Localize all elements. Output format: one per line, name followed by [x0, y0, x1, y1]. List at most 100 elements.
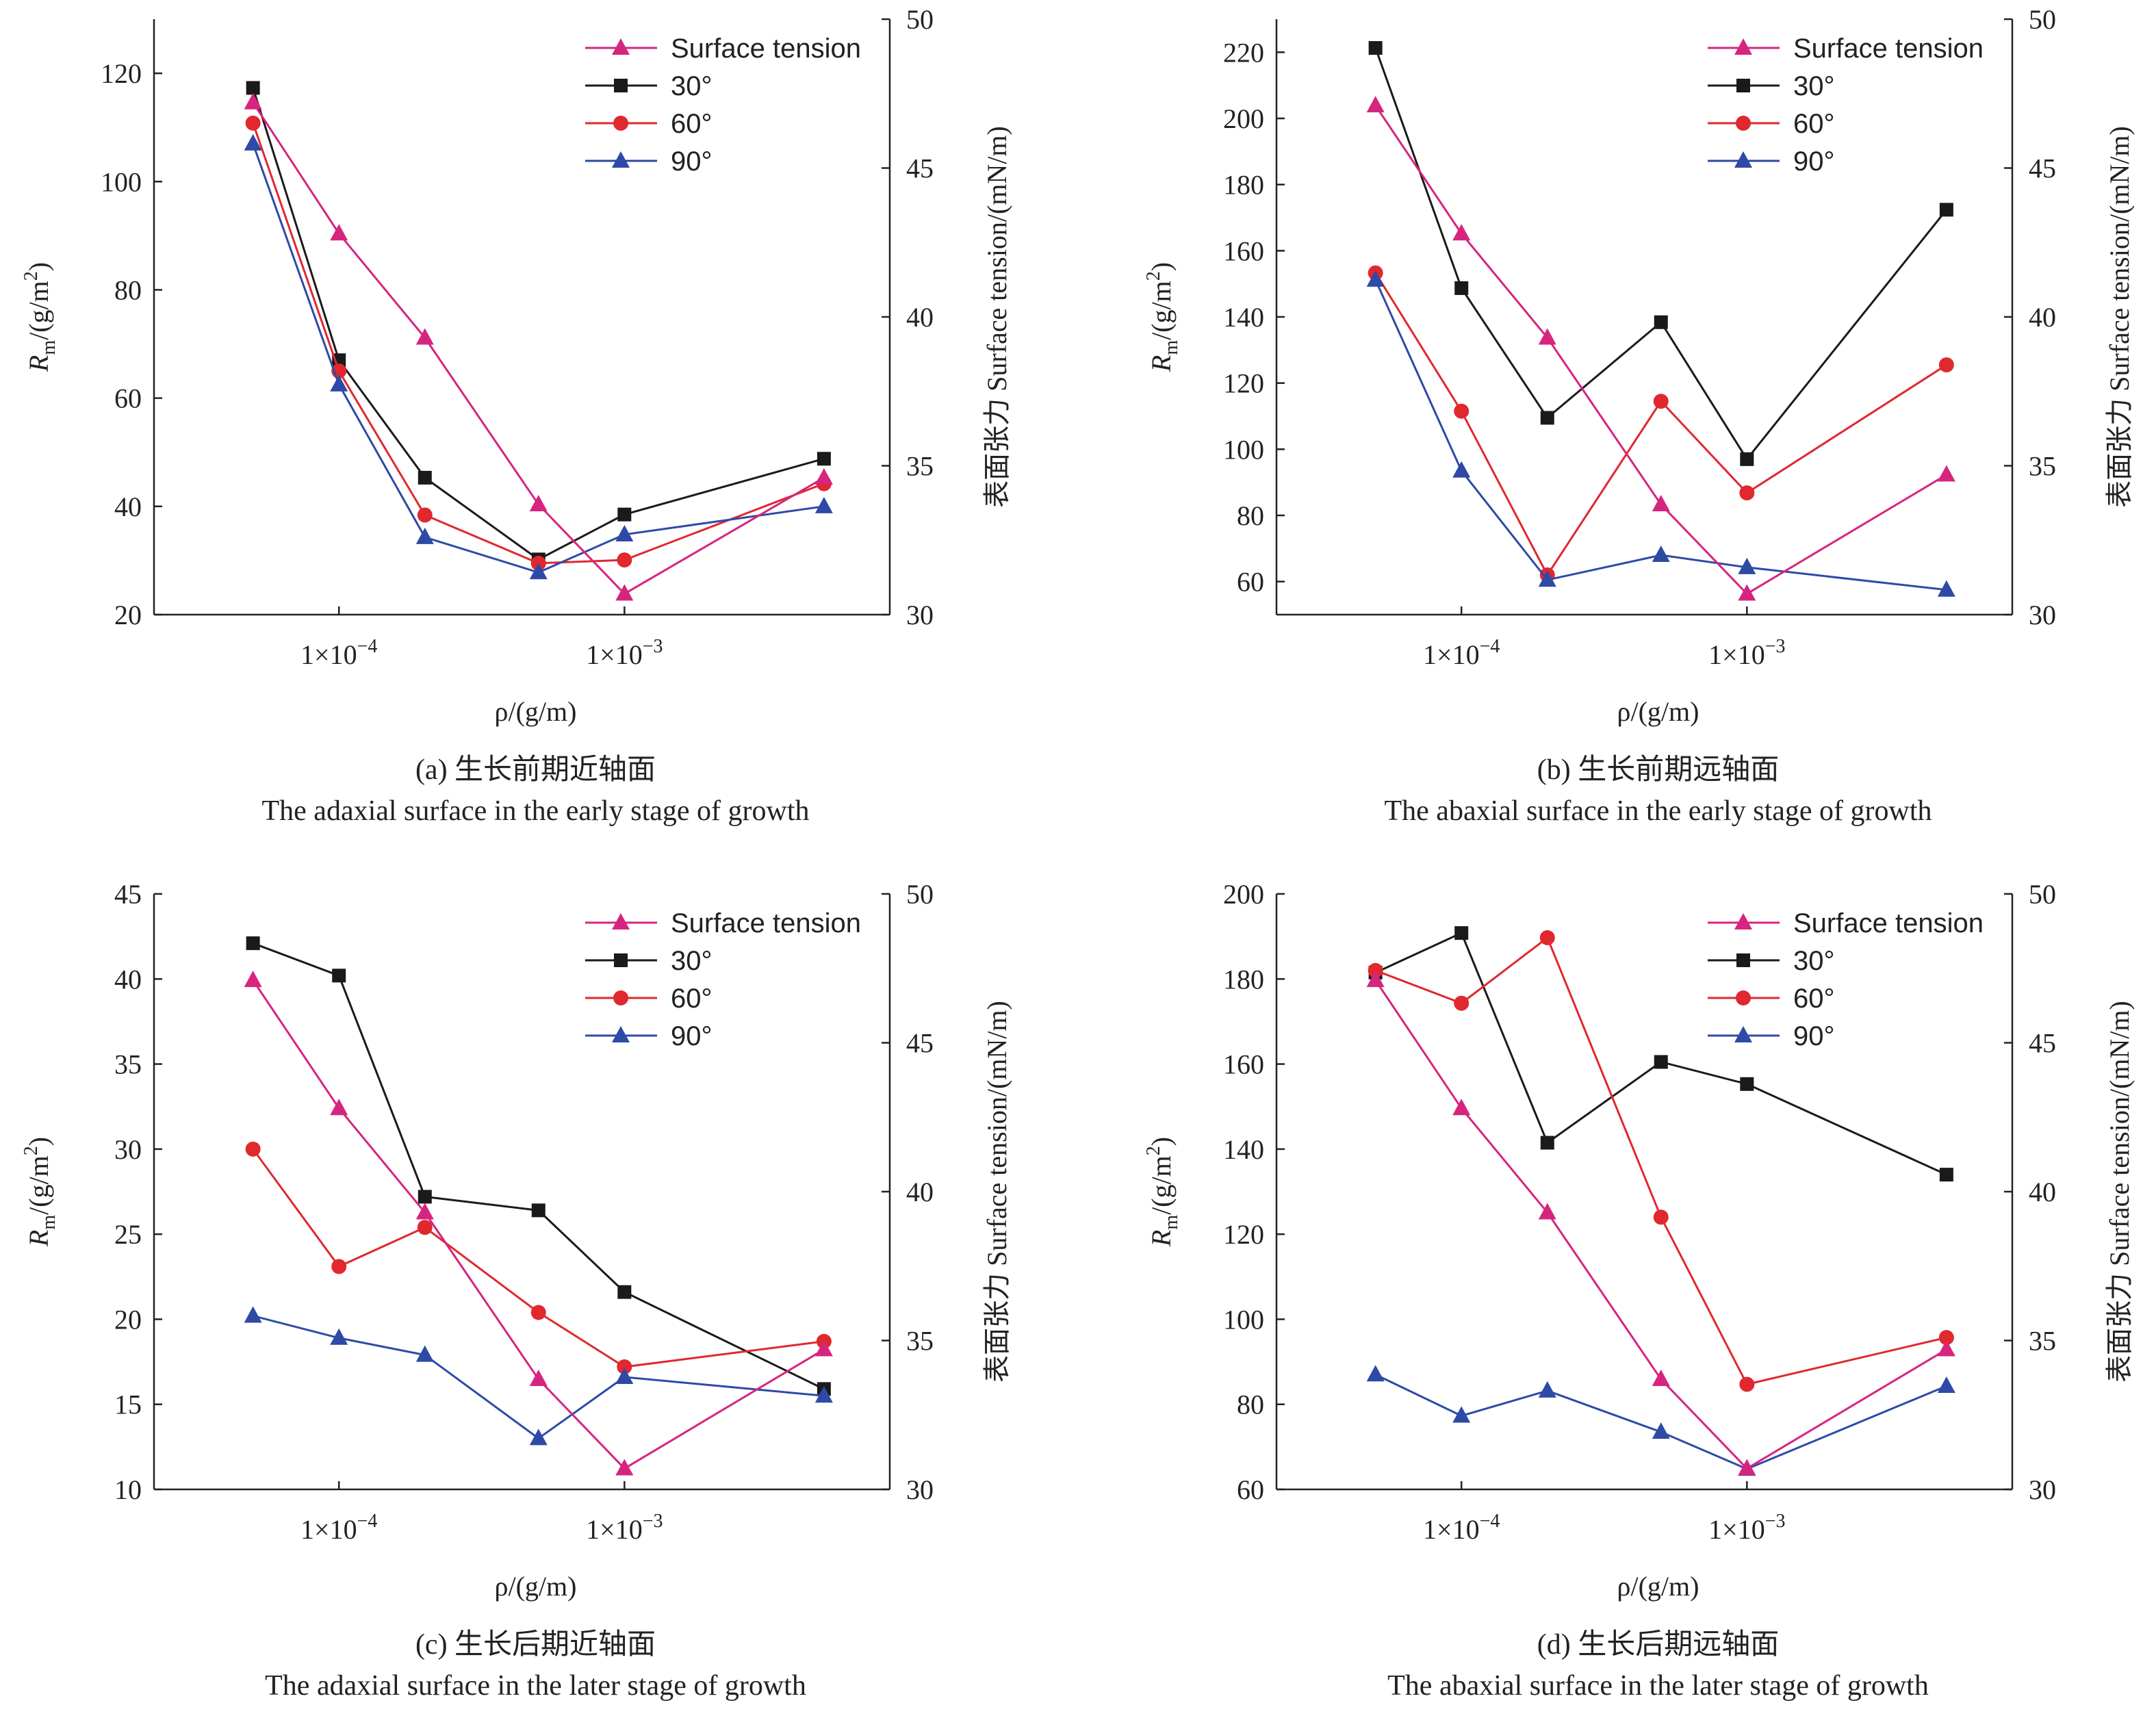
data-point	[1452, 1099, 1471, 1116]
y-axis-title-symbol: R	[23, 355, 54, 372]
data-point	[1654, 315, 1668, 329]
series-line-surface-tension	[1374, 105, 1947, 595]
series-line-30-	[1375, 932, 1947, 1176]
x-tick-label: 1×10−4	[300, 1511, 377, 1545]
data-point	[1937, 465, 1955, 482]
data-point	[1538, 328, 1556, 345]
data-point	[246, 936, 260, 951]
legend-label: 90°	[1793, 146, 1835, 177]
legend-marker	[1734, 38, 1752, 55]
y-tick-label: 80	[1237, 1389, 1264, 1420]
data-point	[1366, 96, 1385, 113]
data-point	[814, 1339, 833, 1357]
y-axis-title-subscript: m	[1161, 340, 1182, 355]
caption-chinese: (a) 生长前期近轴面	[415, 754, 656, 786]
y2-tick-label: 45	[2029, 153, 2056, 184]
legend-label: 30°	[1793, 946, 1835, 976]
data-point	[1740, 1077, 1754, 1091]
y-tick-label: 120	[101, 58, 142, 89]
y-tick-label: 20	[114, 600, 142, 630]
data-point	[529, 495, 548, 512]
data-point	[529, 563, 548, 580]
data-point	[617, 552, 632, 568]
data-point	[1452, 461, 1471, 478]
data-point	[1366, 1365, 1385, 1382]
y-axis-title-superscript: 2	[1143, 271, 1164, 281]
legend-marker	[612, 151, 630, 168]
data-point	[245, 1141, 261, 1157]
y-tick-label: 200	[1223, 103, 1264, 134]
data-point	[415, 527, 434, 544]
legend-label: 60°	[1793, 109, 1835, 139]
y-axis-title-subscript: m	[1161, 1215, 1182, 1230]
y2-tick-label: 50	[2029, 4, 2056, 35]
data-point	[1539, 930, 1555, 946]
legend-label: 60°	[671, 109, 713, 139]
y2-tick-label: 35	[906, 451, 934, 482]
data-point	[529, 1428, 548, 1446]
data-point	[617, 507, 632, 522]
data-point	[1454, 995, 1470, 1011]
series-line-90-	[253, 1315, 825, 1440]
x-tick-label: 1×10−3	[586, 1511, 663, 1545]
caption-english: The adaxial surface in the early stage o…	[262, 795, 810, 827]
y-tick-label: 120	[1223, 368, 1264, 399]
y-axis-title-superscript: 2	[21, 1146, 42, 1155]
data-point	[1937, 1376, 1955, 1393]
legend-marker	[1734, 1026, 1752, 1042]
data-point	[617, 1285, 632, 1299]
legend-label: Surface tension	[671, 908, 861, 938]
series-line-90-	[1375, 1373, 1947, 1470]
data-point	[1540, 411, 1554, 425]
data-point	[244, 92, 262, 110]
chart-panel-b: 608010012014016018020022030354045501×10−…	[1143, 4, 2135, 827]
y-axis-title-end: )	[23, 262, 54, 271]
y-tick-label: 220	[1223, 37, 1264, 68]
x-axis-title: ρ/(g/m)	[1617, 696, 1699, 727]
x-tick-mantissa: 1×10	[1423, 1514, 1480, 1545]
data-point	[1652, 1422, 1670, 1439]
data-point	[814, 496, 833, 513]
y-axis-title-superscript: 2	[1143, 1146, 1164, 1155]
y-axis-title: Rm/(g/m2)	[21, 262, 60, 372]
y-tick-label: 80	[1237, 500, 1264, 531]
x-tick-mantissa: 1×10	[300, 1514, 357, 1545]
data-point	[415, 328, 434, 345]
x-tick-mantissa: 1×10	[1708, 1514, 1765, 1545]
y-tick-label: 160	[1223, 1049, 1264, 1080]
y-tick-label: 60	[114, 383, 142, 414]
caption-english: The abaxial surface in the later stage o…	[1387, 1670, 1929, 1702]
y-tick-label: 180	[1223, 964, 1264, 995]
y-tick-label: 20	[114, 1304, 142, 1335]
y-axis-title-end: )	[23, 1137, 54, 1146]
data-point	[418, 470, 432, 485]
y-tick-label: 40	[114, 491, 142, 522]
data-point	[1938, 357, 1954, 373]
legend-marker	[613, 116, 628, 131]
x-axis-title: ρ/(g/m)	[1617, 1571, 1699, 1602]
y-tick-label: 10	[114, 1474, 142, 1505]
y2-axis-title: 表面张力 Surface tension/(mN/m)	[981, 1001, 1012, 1383]
y2-tick-label: 40	[906, 1177, 934, 1207]
data-point	[1654, 1055, 1668, 1069]
y2-tick-label: 40	[2029, 1177, 2056, 1207]
data-point	[617, 1359, 632, 1375]
x-tick-exponent: −4	[357, 636, 378, 657]
data-point	[332, 969, 346, 983]
y2-axis-title: 表面张力 Surface tension/(mN/m)	[2104, 1001, 2135, 1383]
x-tick-mantissa: 1×10	[586, 639, 643, 670]
data-point	[1738, 584, 1756, 601]
y-tick-label: 60	[1237, 1474, 1264, 1505]
y2-tick-label: 30	[2029, 600, 2056, 630]
y-axis-title-unit: /(g/m	[1146, 281, 1177, 340]
data-point	[814, 1386, 833, 1403]
y-tick-label: 100	[101, 166, 142, 197]
data-point	[530, 1305, 546, 1320]
data-point	[615, 524, 634, 541]
y-axis-title-unit: /(g/m	[23, 281, 54, 340]
series-line-60-	[252, 1148, 825, 1368]
data-point	[417, 507, 433, 523]
data-point	[531, 1203, 546, 1218]
y-axis-title: Rm/(g/m2)	[1143, 262, 1182, 372]
